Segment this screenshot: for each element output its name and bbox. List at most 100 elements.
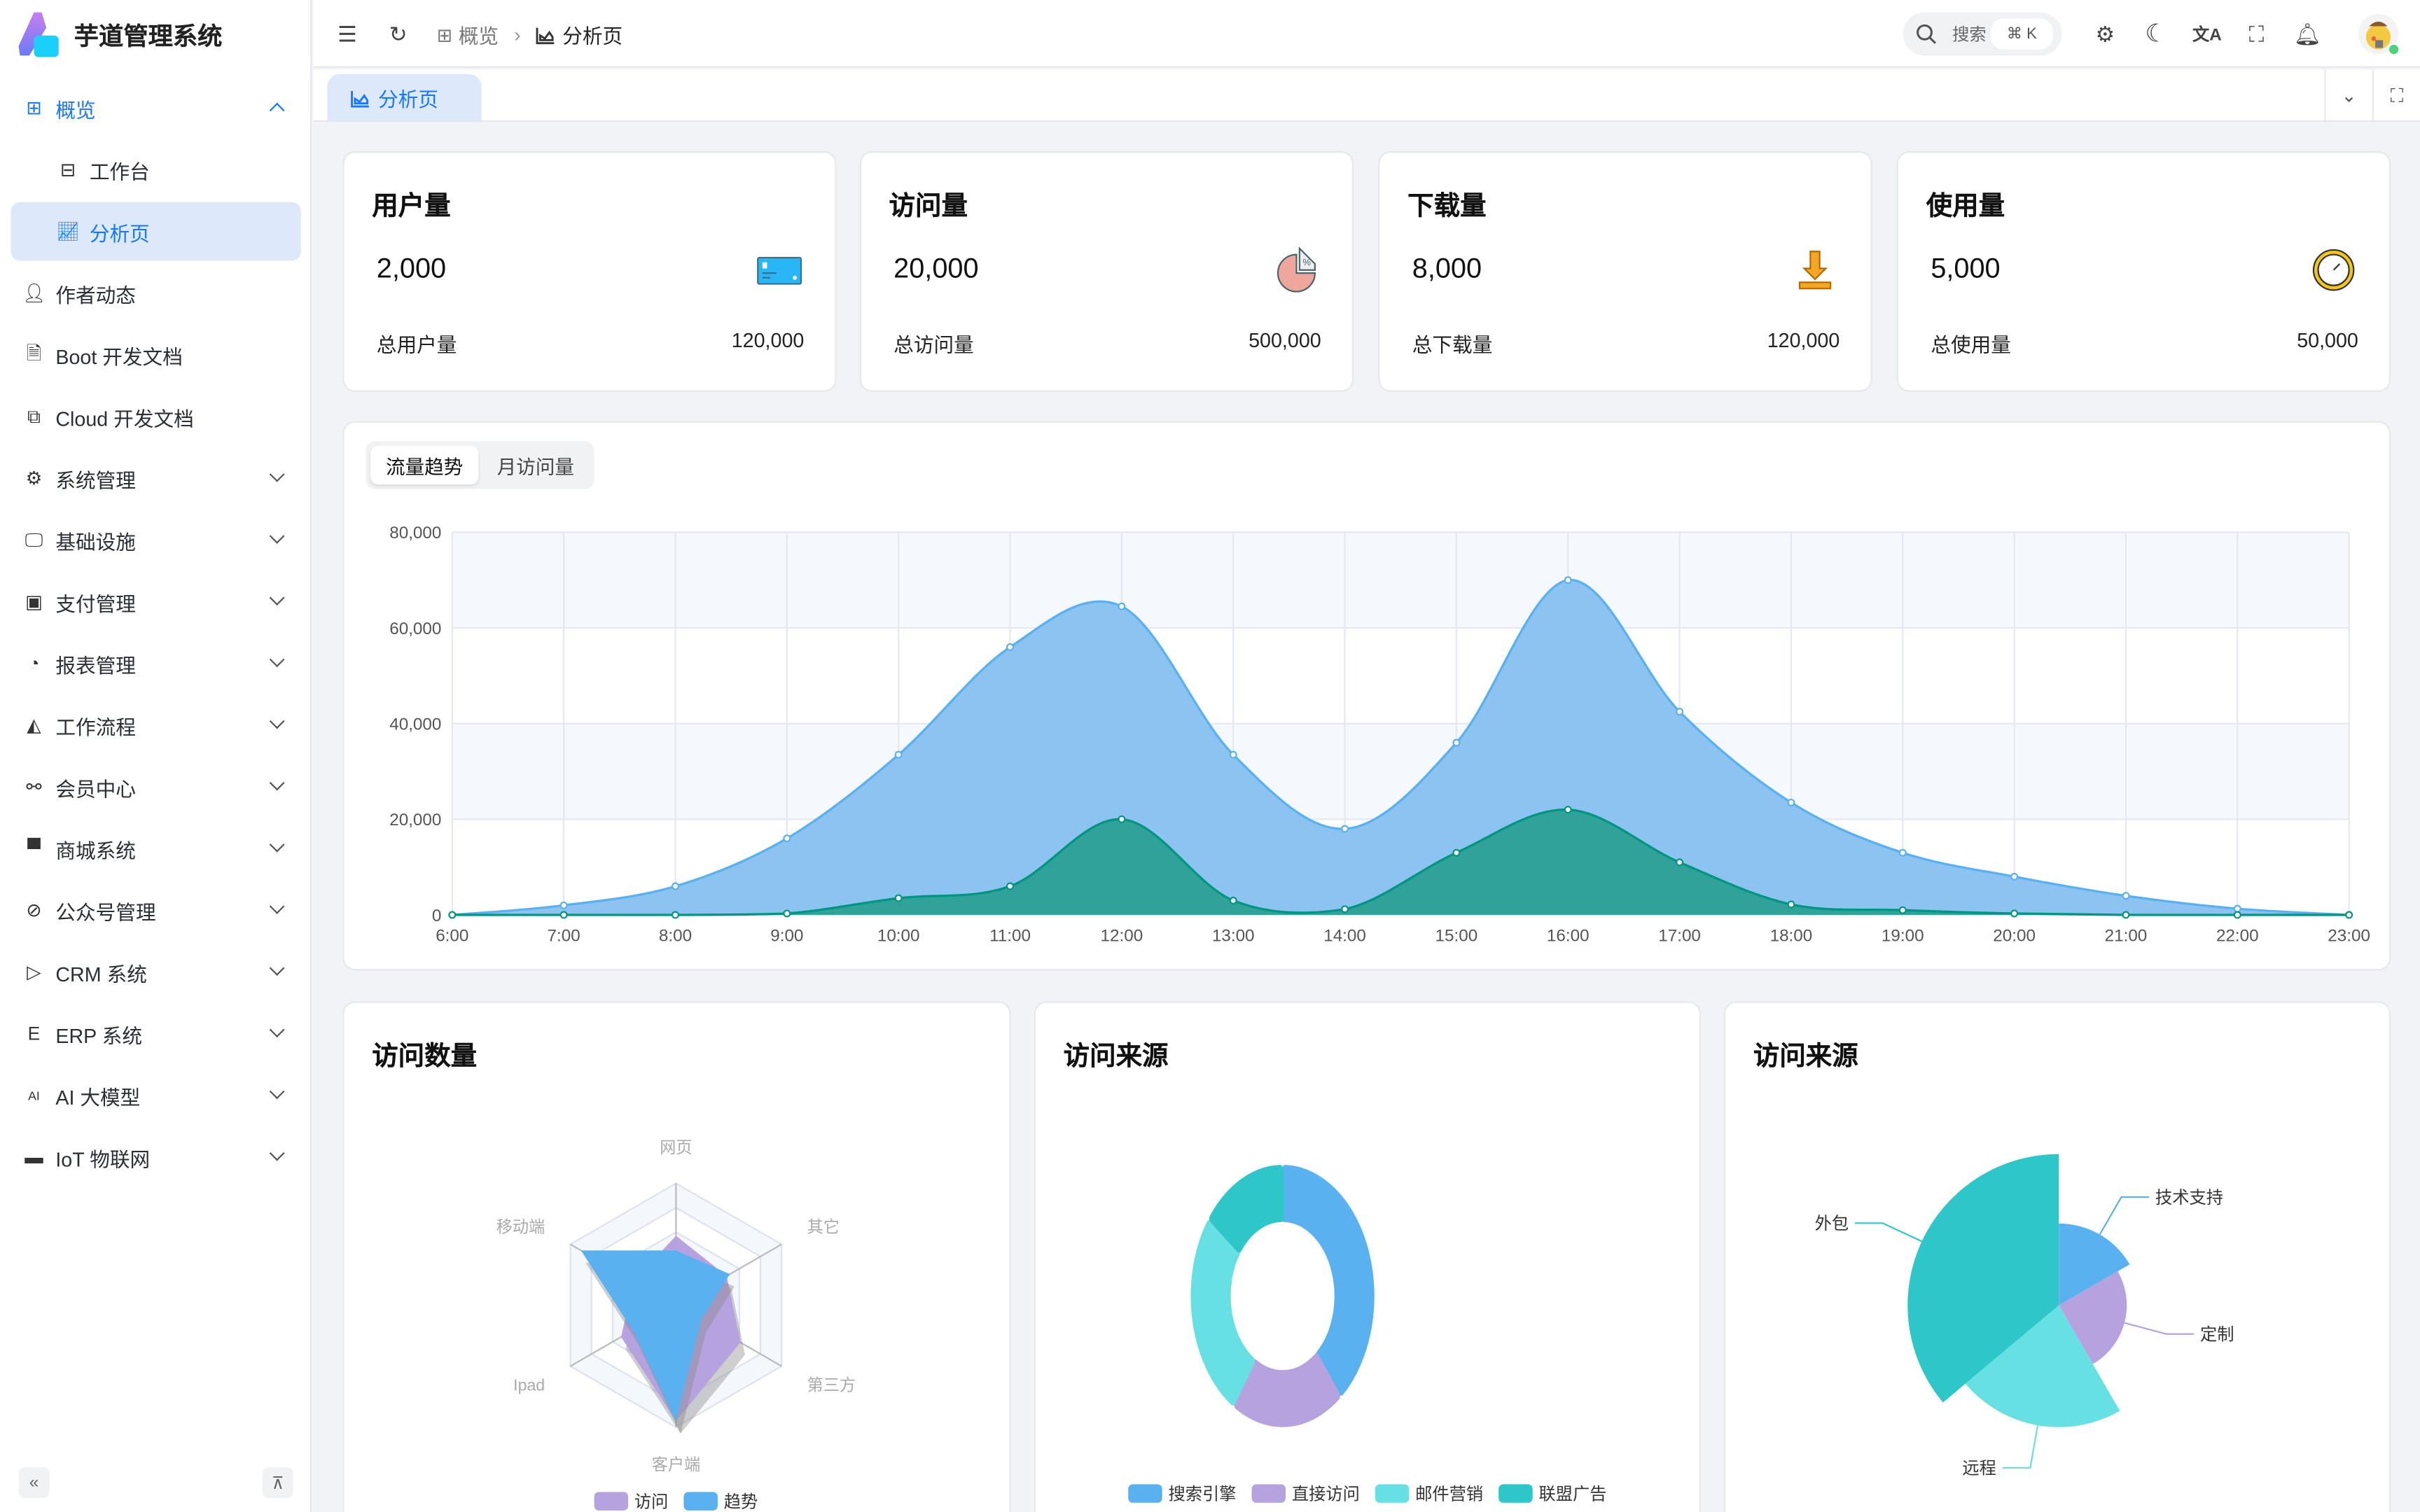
maximize-content-button[interactable]: ⛶	[2372, 69, 2420, 122]
donut-chart	[1190, 1165, 1375, 1427]
sidebar-item[interactable]: ⚯ 会员中心	[11, 757, 300, 816]
donut-slice[interactable]	[1234, 1353, 1340, 1427]
rose-slice[interactable]	[1965, 1305, 2120, 1427]
search-button[interactable]: 搜索 ⌘ K	[1903, 12, 2062, 56]
breadcrumb-item[interactable]: 分析页	[562, 24, 623, 48]
data-point[interactable]	[1006, 882, 1015, 890]
legend-item[interactable]: 直接访问	[1251, 1481, 1360, 1506]
sidebar-item[interactable]: 📈︎ 分析页	[11, 202, 301, 261]
sidebar-item[interactable]: ▬ IoT 物联网	[11, 1128, 300, 1186]
settings-button[interactable]: ⚙	[2089, 18, 2120, 49]
refresh-button[interactable]: ↻	[383, 18, 414, 49]
sidebar-item[interactable]: 🖵 基础设施	[11, 511, 300, 570]
sidebar-item[interactable]: ⊟ 工作台	[11, 141, 300, 200]
pin-sidebar-button[interactable]: ⊼	[262, 1467, 293, 1499]
radar-series-area[interactable]	[580, 1250, 730, 1422]
legend-item[interactable]: 访问	[594, 1489, 668, 1512]
stat-title: 使用量	[1926, 191, 2005, 221]
chevron-up-icon	[269, 102, 285, 118]
data-point[interactable]	[1341, 825, 1349, 833]
sidebar-item[interactable]: 👤︎ 作者动态	[11, 264, 300, 323]
tab-traffic-trend[interactable]: 流量趋势	[370, 445, 479, 485]
data-point[interactable]	[2122, 911, 2130, 919]
fullscreen-button[interactable]: ⛶	[2241, 18, 2272, 49]
sidebar-item[interactable]: ▀ 商城系统	[11, 819, 300, 878]
donut-slice[interactable]	[1209, 1165, 1284, 1253]
data-point[interactable]	[1006, 643, 1015, 651]
stat-value: 5,000	[1931, 253, 2001, 284]
sidebar-item-label: 系统管理	[55, 468, 136, 492]
data-point[interactable]	[1341, 905, 1349, 913]
data-point[interactable]	[559, 911, 568, 919]
data-point[interactable]	[671, 911, 679, 919]
stat-card: 用户量 2,000 总用户量 120,000	[342, 151, 837, 392]
data-point[interactable]	[1118, 815, 1126, 823]
data-point[interactable]	[1452, 848, 1461, 857]
data-point[interactable]	[1564, 806, 1572, 814]
data-point[interactable]	[783, 834, 791, 843]
legend-item[interactable]: 趋势	[683, 1489, 758, 1512]
data-point[interactable]	[783, 909, 791, 918]
sidebar-item[interactable]: AI AI 大模型	[11, 1066, 300, 1125]
data-point[interactable]	[448, 911, 457, 919]
language-button[interactable]: 文A	[2192, 18, 2223, 49]
data-point[interactable]	[1898, 848, 1907, 857]
sidebar-item-label: 商城系统	[55, 838, 136, 862]
data-point[interactable]	[2345, 911, 2353, 919]
data-point[interactable]	[1452, 738, 1461, 747]
theme-toggle-button[interactable]: ☾	[2141, 18, 2171, 49]
data-point[interactable]	[1787, 900, 1795, 909]
rose-slice[interactable]	[1907, 1154, 2059, 1403]
data-point[interactable]	[1676, 858, 1684, 867]
data-point[interactable]	[2233, 904, 2241, 913]
data-point[interactable]	[894, 750, 903, 759]
data-point[interactable]	[2233, 911, 2241, 919]
radar-indicator-label: 其它	[807, 1217, 840, 1236]
data-point[interactable]	[2010, 909, 2019, 918]
data-point[interactable]	[2010, 872, 2019, 881]
chevron-down-icon	[269, 528, 285, 544]
breadcrumb-item[interactable]: 概览	[458, 24, 499, 48]
logo[interactable]: 芋道管理系统	[15, 9, 222, 59]
sidebar-item[interactable]: ▷ CRM 系统	[11, 943, 300, 1002]
tab-more-button[interactable]: ⌄	[2324, 69, 2372, 122]
traffic-trend-card: 流量趋势 月访问量 0 20,000 40,000 60,000 80,000 6:00 7…	[342, 421, 2391, 971]
sidebar-item[interactable]: E ERP 系统	[11, 1004, 300, 1063]
rose-slice[interactable]	[2059, 1271, 2127, 1364]
label-leader-line	[2002, 1424, 2039, 1469]
data-point[interactable]	[894, 894, 903, 902]
sidebar-item[interactable]: ⚙ 系统管理	[11, 449, 300, 507]
data-point[interactable]	[1229, 750, 1237, 759]
sidebar-item[interactable]: ⊞ 概览	[11, 78, 300, 137]
rose-slice[interactable]	[2059, 1223, 2130, 1306]
legend-item[interactable]: 联盟广告	[1498, 1481, 1606, 1506]
collapse-sidebar-button[interactable]: «	[18, 1467, 50, 1499]
pie-percent-icon: %	[1277, 246, 1316, 293]
donut-slice[interactable]	[1281, 1165, 1375, 1396]
sidebar-item[interactable]: ◭ 工作流程	[11, 696, 300, 755]
notifications-button[interactable]: 🔔︎	[2292, 18, 2323, 49]
sidebar-item[interactable]: ▣ 支付管理	[11, 573, 300, 631]
tab-analysis[interactable]: 分析页	[327, 74, 482, 122]
donut-slice[interactable]	[1190, 1220, 1256, 1406]
sidebar-item[interactable]: 🗎 Boot 开发文档	[11, 326, 300, 384]
sidebar-item[interactable]: ⊘ 公众号管理	[11, 881, 300, 940]
sidebar-item[interactable]: ⧉ Cloud 开发文档	[11, 387, 300, 446]
data-point[interactable]	[671, 882, 679, 890]
menu-toggle-button[interactable]: ☰	[332, 18, 363, 49]
data-point[interactable]	[2122, 892, 2130, 900]
data-point[interactable]	[1898, 906, 1907, 914]
data-point[interactable]	[1564, 576, 1572, 584]
data-point[interactable]	[1229, 897, 1237, 905]
legend-item[interactable]: 邮件营销	[1375, 1481, 1483, 1506]
data-point[interactable]	[1676, 708, 1684, 716]
data-point[interactable]	[1787, 798, 1795, 806]
legend-item[interactable]: 搜索引擎	[1128, 1481, 1236, 1506]
data-point[interactable]	[559, 901, 568, 909]
stat-card: 下载量 8,000 总下载量 120,000	[1378, 151, 1872, 392]
tab-monthly-visits[interactable]: 月访问量	[496, 456, 574, 479]
avatar[interactable]	[2358, 13, 2400, 56]
x-tick-label: 16:00	[1547, 927, 1590, 946]
data-point[interactable]	[1118, 602, 1126, 610]
sidebar-item[interactable]: ◔ 报表管理	[11, 634, 300, 693]
